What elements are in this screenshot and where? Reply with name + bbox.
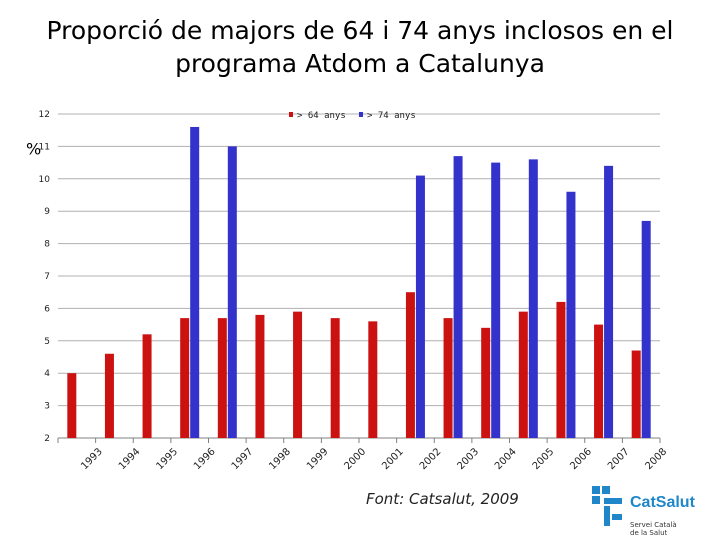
bar-over74-2006 bbox=[566, 191, 576, 438]
catsalut-logo: CatSalut Servei Català de la Salut bbox=[588, 484, 720, 540]
x-tick-label-2002: 2002 bbox=[418, 446, 444, 472]
y-tick-label-6: 6 bbox=[44, 304, 50, 314]
bar-over64-1998 bbox=[255, 314, 265, 438]
bar-over64-2005 bbox=[518, 311, 528, 438]
source-note: Font: Catsalut, 2009 bbox=[366, 490, 519, 508]
x-tick-label-2008: 2008 bbox=[644, 446, 670, 472]
bar-over64-2001 bbox=[368, 321, 378, 438]
x-tick-label-2004: 2004 bbox=[493, 446, 519, 472]
y-axis-label: % bbox=[26, 140, 41, 159]
bar-over74-2005 bbox=[528, 159, 538, 439]
x-tick-label-1993: 1993 bbox=[79, 446, 105, 472]
x-tick-label-1998: 1998 bbox=[267, 446, 293, 472]
bar-over74-2008 bbox=[641, 220, 651, 438]
y-tick-label-9: 9 bbox=[44, 207, 50, 217]
y-tick-label-3: 3 bbox=[44, 402, 50, 412]
x-tick-label-2000: 2000 bbox=[343, 446, 369, 472]
chart-title: Proporció de majors de 64 i 74 anys incl… bbox=[20, 14, 700, 80]
x-tick-label-1997: 1997 bbox=[230, 446, 256, 472]
x-tick-label-2005: 2005 bbox=[531, 446, 557, 472]
bar-over64-1993 bbox=[67, 373, 77, 438]
chart-title-line-2: programa Atdom a Catalunya bbox=[175, 49, 545, 78]
bar-over64-2007 bbox=[594, 324, 604, 438]
bar-over74-1997 bbox=[227, 146, 237, 438]
bar-over64-1994 bbox=[104, 353, 114, 438]
logo-subtitle-line-2: de la Salut bbox=[630, 529, 668, 537]
x-tick-label-2003: 2003 bbox=[455, 446, 481, 472]
x-tick-label-2001: 2001 bbox=[380, 446, 406, 472]
bar-over64-2000 bbox=[330, 318, 340, 438]
y-tick-label-5: 5 bbox=[44, 337, 50, 347]
legend-label-0: > 64 anys bbox=[297, 111, 346, 121]
bar-over74-1996 bbox=[190, 126, 200, 439]
chart-title-line-1: Proporció de majors de 64 i 74 anys incl… bbox=[46, 16, 674, 45]
bar-over64-2002 bbox=[405, 292, 415, 438]
y-tick-label-10: 10 bbox=[39, 175, 51, 185]
bar-over64-2003 bbox=[443, 318, 453, 438]
y-tick-label-4: 4 bbox=[44, 369, 50, 379]
logo-subtitle: Servei Català de la Salut bbox=[630, 521, 690, 537]
bar-over74-2003 bbox=[453, 156, 463, 438]
y-tick-label-11: 11 bbox=[39, 142, 50, 152]
x-tick-label-1996: 1996 bbox=[192, 446, 218, 472]
y-tick-label-12: 12 bbox=[39, 110, 50, 120]
legend-swatch-0 bbox=[289, 112, 293, 117]
bar-over64-2006 bbox=[556, 301, 566, 438]
x-tick-label-2006: 2006 bbox=[568, 446, 594, 472]
legend-swatch-1 bbox=[359, 112, 363, 117]
bar-over64-2008 bbox=[631, 350, 641, 438]
logo-name: CatSalut bbox=[630, 494, 695, 511]
bar-over64-1995 bbox=[142, 334, 152, 438]
bar-over74-2002 bbox=[415, 175, 425, 438]
x-tick-label-1999: 1999 bbox=[305, 446, 331, 472]
catsalut-logo-icon bbox=[592, 486, 622, 526]
bar-over64-1999 bbox=[293, 311, 303, 438]
bar-over74-2007 bbox=[604, 165, 614, 438]
bar-over64-1996 bbox=[180, 318, 190, 438]
logo-subtitle-line-1: Servei Català bbox=[630, 521, 677, 529]
y-tick-label-7: 7 bbox=[44, 272, 50, 282]
y-tick-label-8: 8 bbox=[44, 240, 50, 250]
bar-over74-2004 bbox=[491, 162, 501, 438]
bar-over64-2004 bbox=[481, 327, 491, 438]
legend-label-1: > 74 anys bbox=[367, 111, 416, 121]
x-tick-label-2007: 2007 bbox=[606, 446, 632, 472]
x-tick-label-1995: 1995 bbox=[154, 446, 180, 472]
bar-over64-1997 bbox=[217, 318, 227, 438]
x-tick-label-1994: 1994 bbox=[117, 446, 143, 472]
y-tick-label-2: 2 bbox=[44, 434, 50, 444]
